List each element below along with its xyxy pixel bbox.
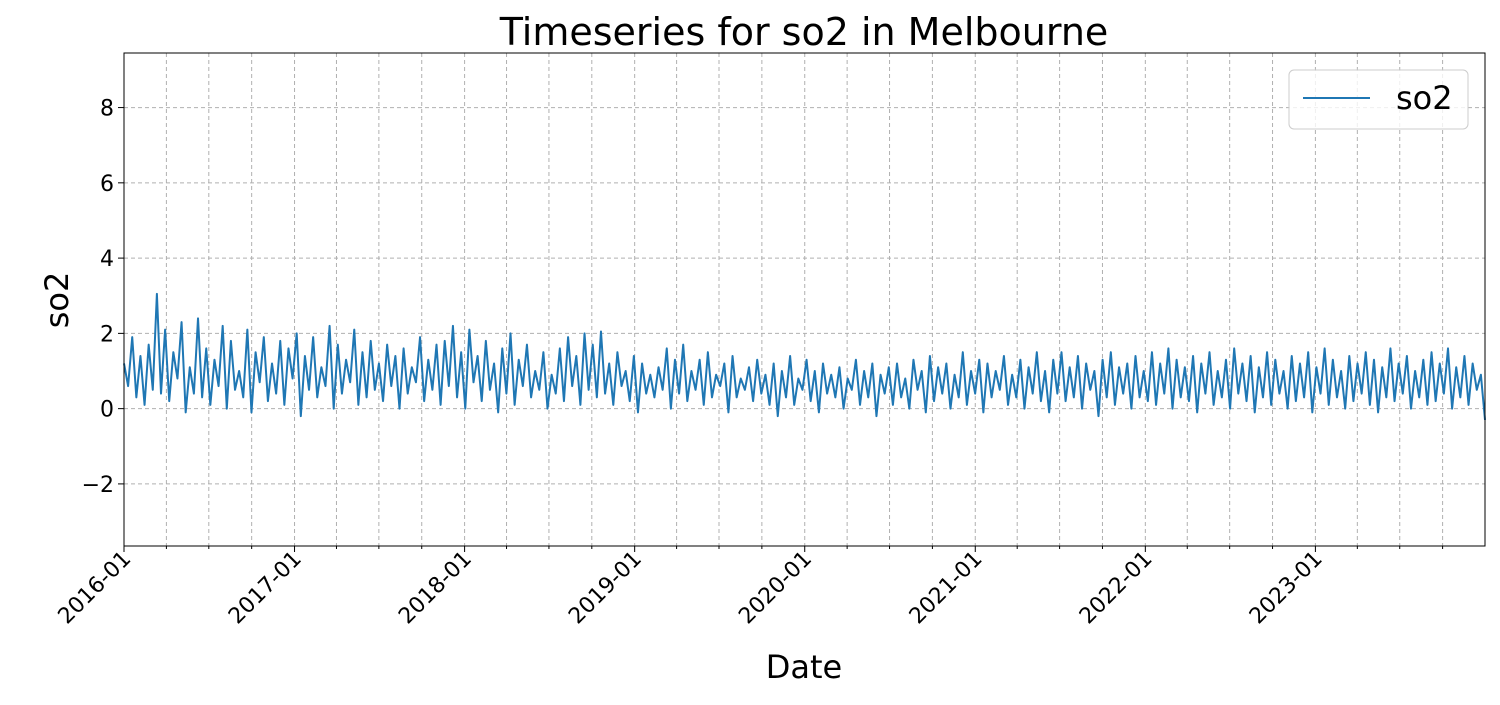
y-axis-label: so2 (38, 272, 76, 329)
legend: so2 (1288, 69, 1469, 130)
y-tick-label: 4 (100, 247, 114, 272)
x-axis-label: Date (766, 648, 842, 686)
series-layer (123, 292, 1486, 421)
y-tick-label: 0 (100, 398, 114, 423)
y-tick-label: 6 (100, 172, 114, 197)
y-axis: −2 0 2 4 6 8 (82, 97, 124, 498)
x-tick-label: 2017-01 (224, 547, 307, 630)
y-tick-label: −2 (82, 473, 114, 498)
x-gridlines (123, 53, 1444, 546)
x-tick-label: 2020-01 (734, 547, 817, 630)
series-line-so2 (123, 292, 1486, 421)
x-axis: 2016-01 2017-01 2018-01 2019-01 2020-01 2021-… (54, 546, 1444, 630)
chart-title: Timeseries for so2 in Melbourne (499, 10, 1109, 54)
x-tick-label: 2021-01 (905, 547, 988, 630)
legend-label-so2: so2 (1396, 79, 1453, 117)
x-tick-label: 2022-01 (1075, 547, 1158, 630)
y-tick-label: 2 (100, 322, 114, 347)
x-tick-label: 2018-01 (394, 547, 477, 630)
x-tick-label: 2019-01 (564, 547, 647, 630)
x-tick-label: 2016-01 (54, 547, 137, 630)
x-tick-label: 2023-01 (1245, 547, 1328, 630)
legend-box (1288, 69, 1469, 130)
y-tick-label: 8 (100, 97, 114, 122)
